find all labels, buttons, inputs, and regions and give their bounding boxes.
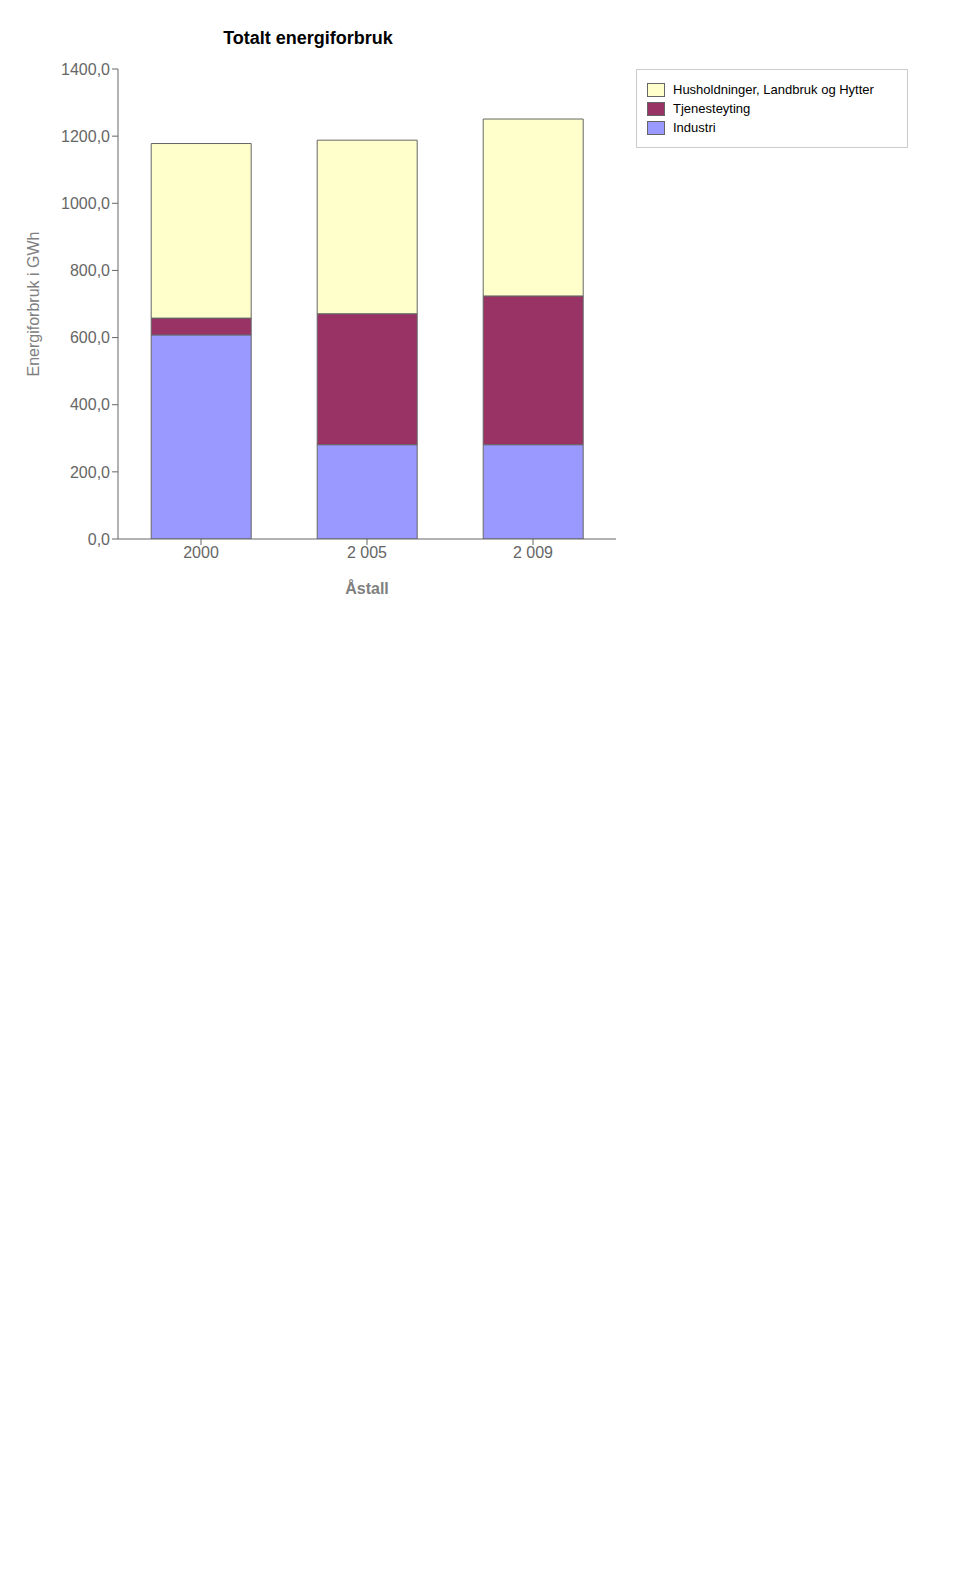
svg-text:2 009: 2 009 — [513, 544, 553, 561]
html-text:Totalt energiforbruk: Totalt energiforbruk — [223, 28, 393, 48]
html-text:Husholdninger, Landbruk og Hyt: Husholdninger, Landbruk og Hytter — [673, 82, 874, 97]
svg-text:600,0: 600,0 — [70, 329, 110, 346]
svg-text:Energiforbruk i GWh: Energiforbruk i GWh — [25, 232, 42, 377]
svg-text:200,0: 200,0 — [70, 464, 110, 481]
html-text:Tjenesteyting: Tjenesteyting — [673, 101, 751, 116]
svg-text:0,0: 0,0 — [88, 531, 110, 548]
html-text:Industri: Industri — [673, 120, 716, 135]
svg-text:Åstall: Åstall — [345, 579, 389, 597]
svg-text:800,0: 800,0 — [70, 262, 110, 279]
svg-text:2000: 2000 — [183, 544, 219, 561]
svg-text:1200,0: 1200,0 — [61, 128, 110, 145]
svg-text:2 005: 2 005 — [347, 544, 387, 561]
svg-text:1400,0: 1400,0 — [61, 61, 110, 78]
svg-text:400,0: 400,0 — [70, 396, 110, 413]
svg-text:1000,0: 1000,0 — [61, 195, 110, 212]
